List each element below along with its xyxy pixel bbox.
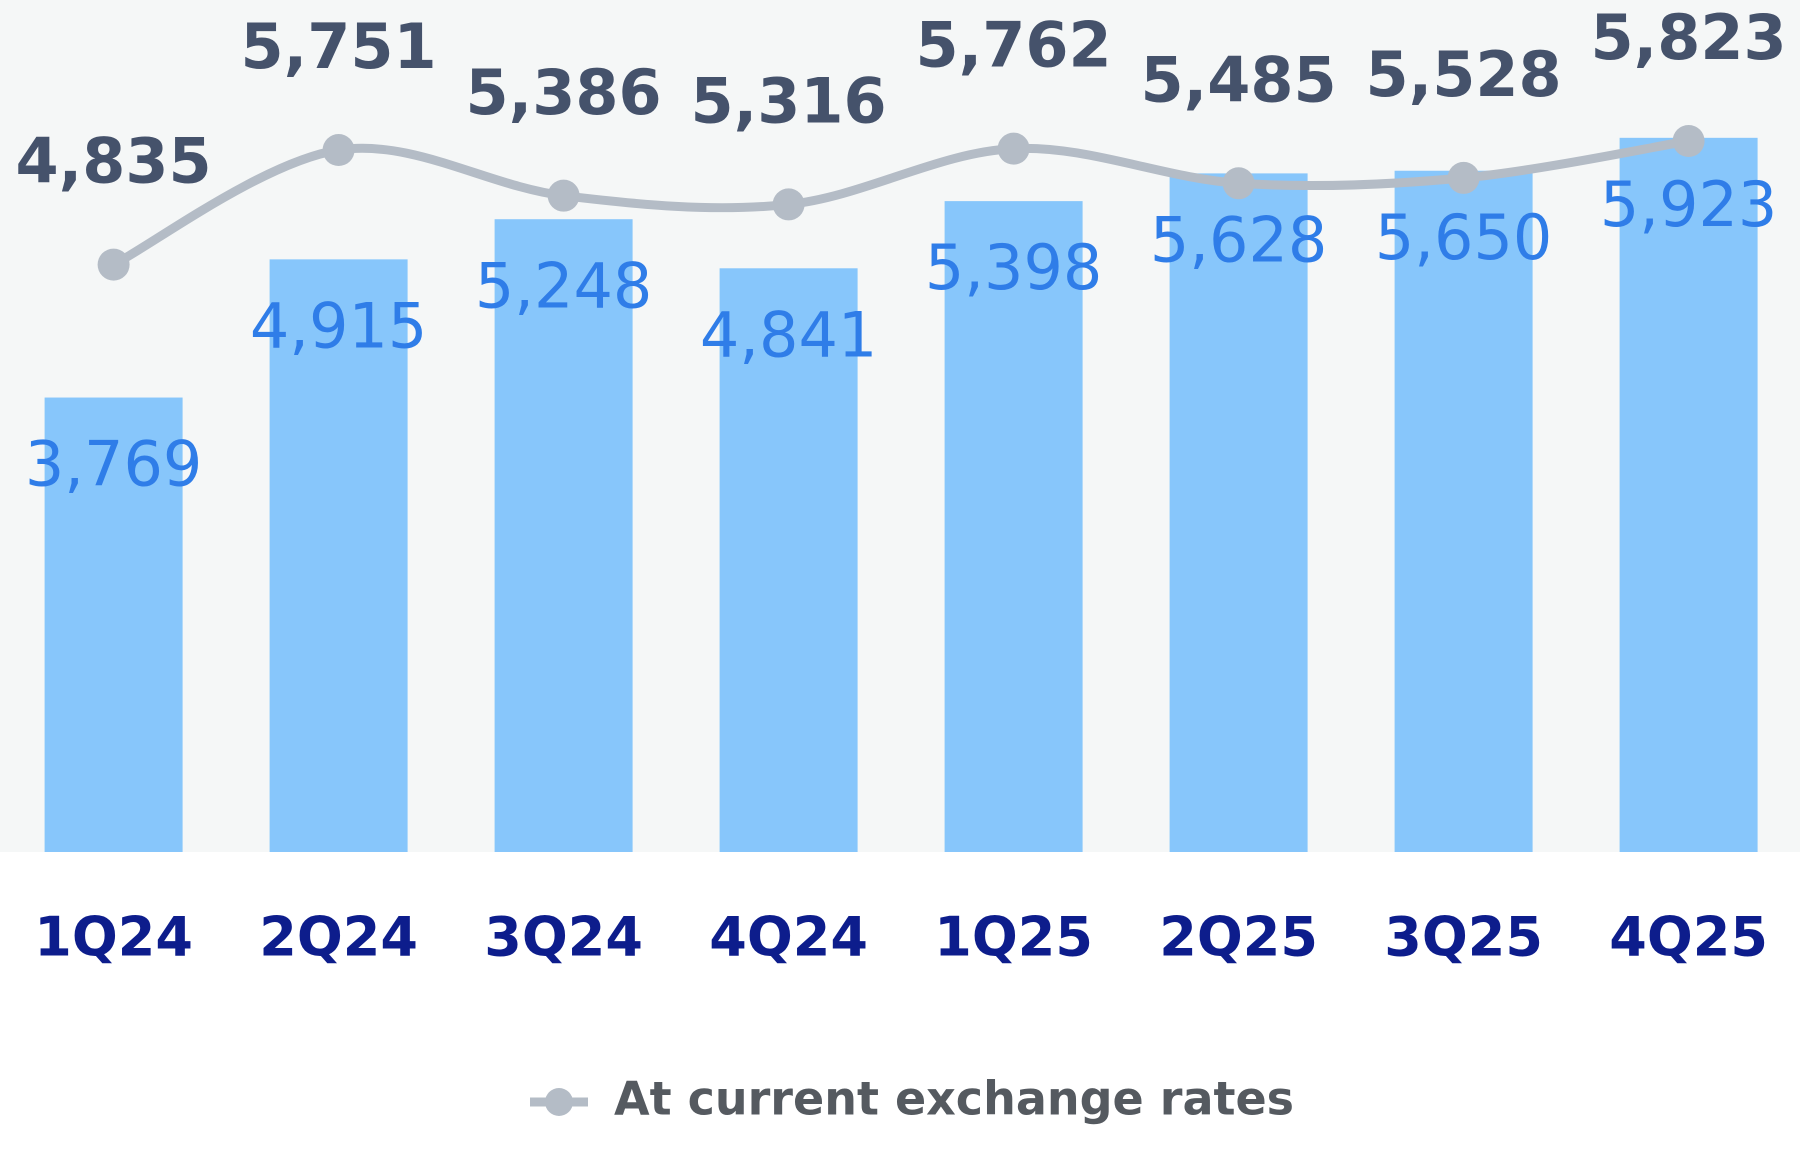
bar bbox=[494, 219, 633, 853]
x-tick-label: 3Q24 bbox=[484, 906, 643, 969]
bar-value-label: 4,915 bbox=[250, 289, 428, 362]
bar-value-label: 4,841 bbox=[700, 298, 878, 371]
line-point bbox=[322, 134, 355, 167]
line-value-label: 5,823 bbox=[1591, 1, 1787, 74]
x-tick-label: 4Q24 bbox=[709, 906, 868, 969]
x-tick-label: 4Q25 bbox=[1609, 906, 1768, 969]
line-point bbox=[547, 179, 580, 212]
line-value-label: 5,386 bbox=[466, 56, 662, 129]
bar-value-label: 5,923 bbox=[1600, 168, 1778, 241]
bar bbox=[1394, 170, 1533, 852]
line bbox=[111, 136, 1690, 269]
bar bbox=[1169, 173, 1308, 852]
bar-value-label: 5,628 bbox=[1150, 203, 1328, 276]
bar bbox=[44, 397, 183, 852]
line-point bbox=[997, 132, 1030, 165]
x-tick-label: 3Q25 bbox=[1384, 906, 1543, 969]
line-value-label: 5,316 bbox=[691, 65, 887, 138]
line-point bbox=[1222, 167, 1255, 200]
bar-value-label: 5,248 bbox=[475, 249, 653, 322]
line-value-label: 5,528 bbox=[1366, 38, 1562, 111]
line-point bbox=[1447, 161, 1480, 194]
x-tick-label: 2Q24 bbox=[259, 906, 418, 969]
line-point bbox=[772, 188, 805, 221]
bar bbox=[1619, 137, 1758, 853]
line-point bbox=[1672, 124, 1705, 157]
x-tick-label: 1Q25 bbox=[934, 906, 1093, 969]
legend-label: At current exchange rates bbox=[614, 1072, 1294, 1126]
x-tick-label: 1Q24 bbox=[34, 906, 193, 969]
bar-value-label: 3,769 bbox=[25, 428, 203, 501]
legend-marker bbox=[545, 1088, 573, 1116]
line-point bbox=[97, 248, 130, 281]
line-value-label: 5,751 bbox=[241, 10, 437, 83]
bar-value-label: 5,398 bbox=[925, 231, 1103, 304]
bar bbox=[719, 268, 858, 852]
line-value-label: 4,835 bbox=[16, 125, 212, 198]
bar-value-label: 5,650 bbox=[1375, 201, 1553, 274]
x-tick-label: 2Q25 bbox=[1159, 906, 1318, 969]
line-value-label: 5,762 bbox=[916, 9, 1112, 82]
bar bbox=[269, 259, 408, 852]
bar bbox=[944, 201, 1083, 853]
line-value-label: 5,485 bbox=[1141, 43, 1337, 116]
